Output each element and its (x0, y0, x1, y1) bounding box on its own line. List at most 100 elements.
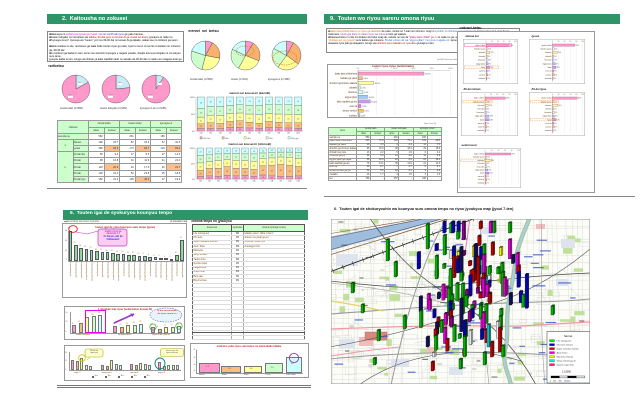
svg-text:19: 19 (217, 151, 219, 153)
svg-text:shinsen: shinsen (479, 52, 486, 54)
svg-text:20: 20 (558, 94, 560, 96)
svg-text:60: 60 (570, 41, 572, 43)
svg-text:60: 60 (502, 94, 504, 96)
svg-text:15: 15 (258, 126, 260, 128)
svg-text:0: 0 (486, 41, 487, 43)
svg-text:80%: 80% (430, 68, 434, 70)
svg-text:mukaito: mukaito (478, 77, 485, 80)
svg-text:sono ta: sono ta (349, 105, 357, 108)
svg-text:hanrei: hanrei (563, 334, 572, 338)
svg-text:6%: 6% (489, 60, 492, 62)
svg-text:0 100 300 500(m): 0 100 300 500(m) (550, 380, 571, 382)
svg-text:60: 60 (503, 41, 505, 43)
svg-text:22: 22 (262, 162, 264, 164)
svg-text:78%: 78% (510, 45, 514, 47)
svg-text:71.0%: 71.0% (425, 74, 431, 76)
svg-text:10: 10 (298, 177, 300, 179)
svg-text:22: 22 (208, 158, 210, 160)
svg-text:25: 25 (258, 119, 260, 121)
svg-text:nd8: nd8 (277, 133, 280, 135)
svg-text:23: 23 (268, 101, 270, 103)
svg-text:eigyou jikan: eigyou jikan (345, 97, 358, 99)
svg-text:28: 28 (219, 102, 221, 104)
svg-text:23: 23 (229, 118, 231, 120)
svg-text:service: service (546, 126, 552, 129)
svg-text:13: 13 (262, 177, 264, 179)
svg-text:26: 26 (298, 163, 300, 165)
svg-text:40: 40 (564, 41, 566, 43)
svg-text:2%: 2% (554, 78, 557, 80)
svg-text:40%: 40% (393, 68, 397, 70)
svg-text:23: 23 (268, 118, 270, 120)
svg-text:3%: 3% (554, 109, 557, 111)
svg-text:eigyo jikan: eigyo jikan (476, 63, 485, 65)
svg-text:hinzoroe: hinzoroe (477, 111, 484, 114)
svg-text:nd5: nd5 (244, 181, 247, 183)
svg-text:50%: 50% (191, 164, 195, 166)
svg-text:33: 33 (200, 103, 202, 105)
svg-text:24: 24 (208, 172, 210, 174)
svg-text:20: 20 (200, 120, 202, 122)
svg-text:80: 80 (509, 41, 511, 43)
svg-text:5%: 5% (488, 179, 491, 181)
svg-text:24: 24 (249, 101, 251, 103)
svg-text:25: 25 (258, 101, 260, 103)
svg-text:22: 22 (226, 163, 228, 165)
svg-text:mukaito: mukaito (477, 129, 484, 132)
svg-text:nd10: nd10 (288, 181, 292, 183)
svg-text:16: 16 (297, 126, 299, 128)
svg-text:Seiyu minami-guchi: Seiyu minami-guchi (556, 360, 576, 362)
svg-text:20: 20 (491, 150, 493, 152)
svg-text:6%: 6% (489, 63, 492, 65)
svg-text:6%: 6% (555, 116, 558, 118)
svg-text:2%: 2% (488, 78, 491, 80)
svg-text:5%: 5% (488, 74, 491, 76)
svg-text:nd11: nd11 (297, 181, 301, 183)
svg-text:0: 0 (484, 94, 485, 96)
svg-text:24: 24 (271, 162, 273, 164)
svg-text:11%: 11% (557, 67, 561, 69)
svg-text:5%: 5% (555, 74, 558, 76)
svg-text:service: service (546, 73, 552, 76)
svg-text:10.0%: 10.0% (369, 97, 375, 99)
svg-text:5%: 5% (555, 127, 558, 129)
svg-text:2%: 2% (554, 130, 557, 132)
svg-text:2%: 2% (486, 130, 489, 132)
svg-text:kakaku yasui: kakaku yasui (541, 101, 553, 103)
svg-text:36: 36 (289, 171, 291, 173)
svg-text:22: 22 (244, 157, 246, 159)
svg-text:jitaku kara chikai kara: jitaku kara chikai kara (334, 73, 358, 76)
svg-text:24: 24 (244, 164, 246, 166)
svg-text:14: 14 (271, 150, 273, 152)
svg-text:60: 60 (504, 150, 506, 152)
svg-text:16: 16 (278, 125, 280, 127)
svg-text:nd3: nd3 (229, 133, 232, 135)
svg-text:jitaku chikai: jitaku chikai (474, 44, 485, 47)
svg-text:24: 24 (297, 119, 299, 121)
svg-text:19: 19 (253, 151, 255, 153)
svg-text:8%: 8% (489, 170, 492, 172)
svg-text:13.0%: 13.0% (371, 101, 377, 103)
svg-text:27: 27 (219, 111, 221, 113)
svg-text:11: 11 (268, 129, 270, 131)
svg-text:19: 19 (298, 156, 300, 158)
svg-text:nd9: nd9 (287, 133, 290, 135)
svg-text:5%: 5% (487, 127, 490, 129)
svg-text:8: 8 (210, 130, 211, 132)
svg-text:13%: 13% (490, 119, 494, 121)
svg-text:40: 40 (496, 94, 498, 96)
svg-text:60s ijyo: 60s ijyo (291, 137, 299, 139)
svg-text:40: 40 (564, 94, 566, 96)
svg-text:100%: 100% (190, 97, 195, 99)
svg-text:1:15000: 1:15000 (562, 370, 572, 373)
svg-text:40: 40 (497, 150, 499, 152)
svg-text:22: 22 (208, 165, 210, 167)
svg-text:chirashi: chirashi (545, 108, 552, 111)
svg-text:50s: 50s (269, 137, 273, 139)
svg-text:2%: 2% (487, 182, 490, 184)
svg-text:26: 26 (217, 172, 219, 174)
svg-text:23: 23 (239, 101, 241, 103)
svg-text:Aeon Town: Aeon Town (556, 351, 568, 354)
svg-text:nd1: nd1 (209, 133, 212, 135)
svg-text:kaiin: kaiin (548, 67, 552, 69)
